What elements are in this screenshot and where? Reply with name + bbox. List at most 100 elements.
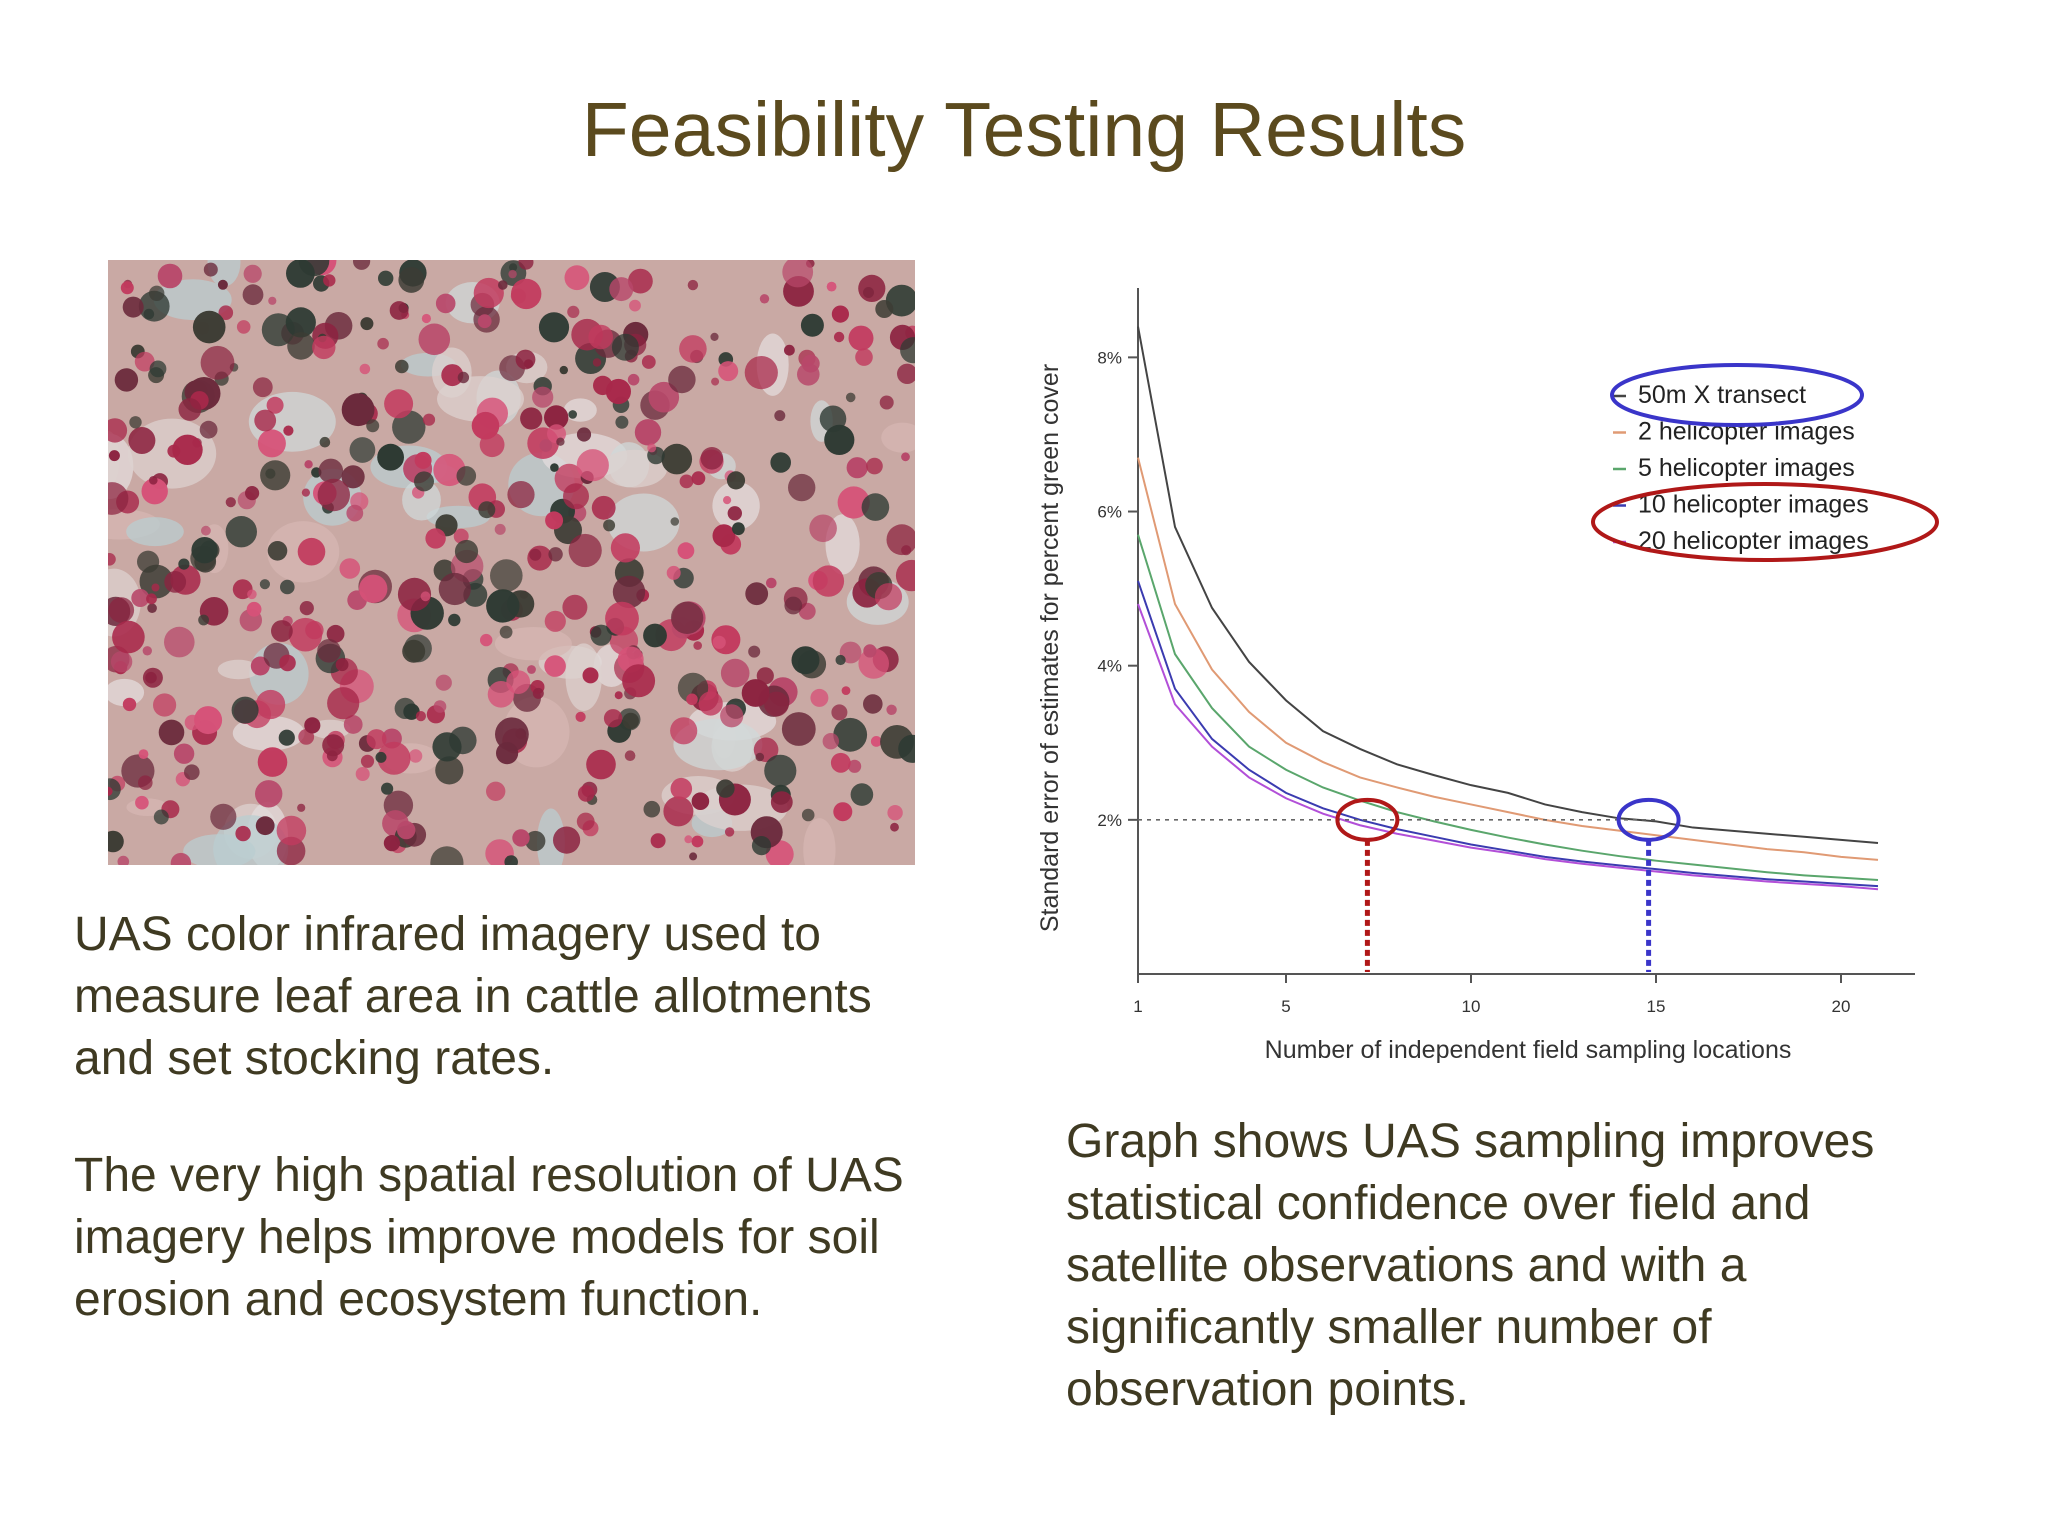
tree-canopy xyxy=(471,411,500,440)
tree-canopy xyxy=(157,263,183,289)
tree-canopy xyxy=(235,825,251,842)
tree-canopy xyxy=(153,693,177,717)
tree-canopy xyxy=(718,361,739,382)
tree-canopy xyxy=(110,651,133,673)
tree-canopy xyxy=(128,427,156,454)
tree-canopy xyxy=(848,325,874,351)
tree-canopy xyxy=(432,732,462,762)
tree-canopy xyxy=(360,317,374,331)
tree-canopy xyxy=(477,314,492,329)
tree-canopy xyxy=(670,517,680,526)
tree-canopy xyxy=(276,815,307,846)
tree-canopy xyxy=(693,641,702,650)
tree-canopy xyxy=(395,359,409,374)
tree-canopy xyxy=(716,779,735,798)
tree-canopy xyxy=(375,751,387,763)
tree-canopy xyxy=(863,644,877,658)
tree-canopy xyxy=(164,626,195,658)
tree-canopy xyxy=(726,471,746,490)
tree-canopy xyxy=(398,267,425,293)
tree-canopy xyxy=(711,377,720,386)
tree-canopy xyxy=(855,348,873,366)
tree-canopy xyxy=(724,827,735,837)
tree-canopy xyxy=(605,601,639,636)
tree-canopy xyxy=(886,704,897,715)
tree-canopy xyxy=(200,345,235,380)
tree-canopy xyxy=(138,775,153,790)
tree-canopy xyxy=(418,323,451,356)
ground-patch xyxy=(494,627,572,661)
tree-canopy xyxy=(677,672,709,704)
tree-canopy xyxy=(135,795,149,810)
tree-canopy xyxy=(741,679,770,707)
tree-canopy xyxy=(712,635,726,649)
tree-canopy xyxy=(833,331,845,343)
tree-canopy xyxy=(897,363,915,384)
tree-canopy xyxy=(414,451,432,469)
tree-canopy xyxy=(556,437,565,446)
tree-canopy xyxy=(559,365,568,375)
tree-canopy xyxy=(142,646,152,656)
tree-canopy xyxy=(774,410,786,422)
tree-canopy xyxy=(634,419,662,446)
tree-canopy xyxy=(751,836,772,856)
tree-canopy xyxy=(268,296,277,305)
tree-canopy xyxy=(643,800,661,818)
tree-canopy xyxy=(822,733,839,750)
tree-canopy xyxy=(397,577,432,611)
tree-canopy xyxy=(539,439,553,452)
legend-entry: 5 helicopter images xyxy=(1638,454,1855,482)
tree-canopy xyxy=(591,495,616,520)
tree-canopy xyxy=(184,764,200,780)
tree-canopy xyxy=(648,381,680,413)
x-axis-label: Number of independent field sampling loc… xyxy=(1265,1036,1792,1064)
tree-canopy xyxy=(568,533,602,568)
tree-canopy xyxy=(191,537,218,564)
tree-canopy xyxy=(138,749,149,759)
tree-canopy xyxy=(487,681,515,708)
tree-canopy xyxy=(833,717,868,752)
tree-canopy xyxy=(603,709,623,728)
tree-canopy xyxy=(252,377,273,398)
tree-canopy xyxy=(670,777,693,800)
tree-canopy xyxy=(108,482,129,515)
tree-canopy xyxy=(845,392,856,403)
tree-canopy xyxy=(194,706,223,735)
tree-canopy xyxy=(359,363,371,375)
tree-canopy xyxy=(564,265,590,291)
tree-canopy xyxy=(327,687,360,720)
chart-axes: 1 5 10 15 202%4%6%8% xyxy=(1097,288,1915,1016)
tree-canopy xyxy=(108,786,113,796)
tree-canopy xyxy=(553,826,581,854)
tree-canopy xyxy=(538,312,570,343)
series-line xyxy=(1137,457,1879,861)
tree-canopy xyxy=(397,820,416,840)
tree-canopy xyxy=(901,452,910,462)
tree-canopy xyxy=(260,460,291,491)
tree-canopy xyxy=(520,407,543,430)
tree-canopy xyxy=(408,749,423,763)
tree-canopy xyxy=(723,496,732,505)
tree-canopy xyxy=(317,639,341,663)
tree-canopy xyxy=(812,565,845,597)
tree-canopy xyxy=(756,667,774,685)
tree-canopy xyxy=(691,835,704,848)
tree-canopy xyxy=(691,792,710,810)
ground-patch xyxy=(563,398,597,422)
tree-canopy xyxy=(689,852,698,861)
tree-canopy xyxy=(147,603,157,613)
tree-canopy xyxy=(809,514,837,543)
tree-canopy xyxy=(576,427,592,442)
paragraph-imagery-use: UAS color infrared imagery used to measu… xyxy=(74,908,872,1085)
y-axis-label: Standard error of estimates for percent … xyxy=(1036,364,1064,932)
tree-canopy xyxy=(457,371,470,384)
tree-canopy xyxy=(615,415,629,429)
series-line xyxy=(1137,534,1879,881)
tree-canopy xyxy=(628,268,653,294)
tree-canopy xyxy=(567,305,580,318)
tree-canopy xyxy=(377,741,411,775)
tree-canopy xyxy=(335,658,349,672)
